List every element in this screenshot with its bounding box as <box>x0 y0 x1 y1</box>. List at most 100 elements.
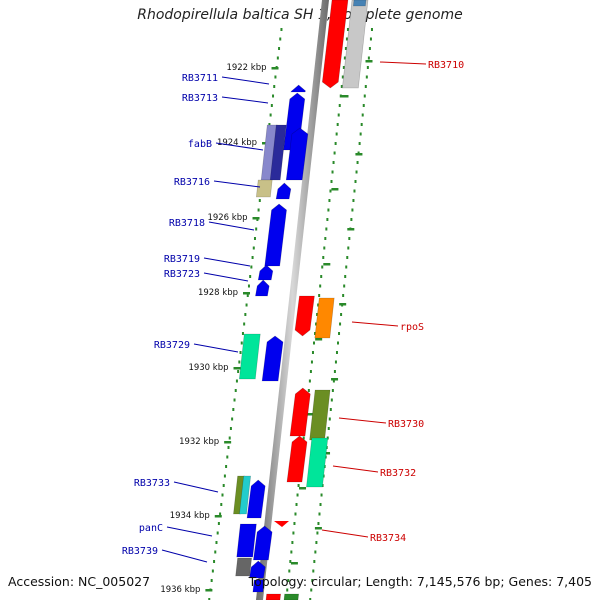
map-title: Rhodopirellula baltica SH 1, complete ge… <box>137 7 463 23</box>
scale-dot-right <box>370 28 373 31</box>
scale-dot-right <box>368 47 371 50</box>
gene-fabb-dark <box>269 124 287 181</box>
scale-dot-inner <box>336 123 339 126</box>
leader-line-left <box>208 221 255 231</box>
scale-dot-inner <box>288 569 291 573</box>
gene-label-right: rpoS <box>400 322 424 333</box>
scale-dot-right <box>339 322 342 326</box>
scale-major-tick-inner <box>299 487 307 490</box>
scale-dot-right <box>331 389 334 392</box>
scale-dot-left <box>233 398 236 402</box>
scale-dot-inner <box>296 493 299 497</box>
scale-dot-left <box>280 28 283 31</box>
gene-label-left: RB3719 <box>164 254 200 265</box>
scale-dot-left <box>215 541 218 544</box>
gene-label-right: RB3710 <box>428 60 464 71</box>
scale-dot-left <box>231 417 234 421</box>
leader-line-right <box>379 61 427 65</box>
scale-dot-inner <box>333 151 336 155</box>
scale-dot-right <box>364 85 367 88</box>
scale-dot-right <box>333 370 336 373</box>
scale-dot-inner <box>344 47 347 50</box>
leader-line-left <box>161 549 208 563</box>
gene-panc <box>236 523 257 558</box>
scale-dot-inner <box>337 113 340 117</box>
leader-line-left <box>166 526 213 537</box>
scale-dot-left <box>229 427 232 430</box>
scale-dot-left <box>253 237 256 240</box>
leader-line-right <box>338 417 387 424</box>
scale-dot-inner <box>332 161 335 164</box>
scale-dot-right <box>363 94 366 98</box>
scale-dot-right <box>346 256 349 259</box>
scale-dot-left <box>247 284 250 288</box>
scale-dot-right <box>353 189 356 193</box>
scale-dot-inner <box>341 75 344 79</box>
scale-dot-right <box>330 398 333 402</box>
scale-dot-left <box>244 313 247 316</box>
scale-dot-inner <box>321 265 324 269</box>
scale-dot-inner <box>289 560 292 563</box>
scale-dot-left <box>246 294 249 297</box>
scale-dot-right <box>320 493 323 497</box>
scale-dot-left <box>251 256 254 259</box>
scale-dot-inner <box>327 208 330 212</box>
leader-line-right <box>351 321 399 327</box>
scale-dot-left <box>221 493 224 497</box>
leader-line-left <box>193 343 239 353</box>
scale-dot-inner <box>322 256 325 259</box>
scale-dot-left <box>241 332 244 335</box>
scale-dot-left <box>269 113 272 117</box>
scale-dot-left <box>250 265 253 269</box>
scale-dot-inner <box>290 550 293 554</box>
gene-label-left: RB3718 <box>169 218 205 229</box>
scale-dot-left <box>255 227 258 231</box>
scale-dot-inner <box>330 180 333 183</box>
gene-rb3711 <box>290 84 307 93</box>
gene-rb3733 <box>246 479 266 519</box>
scale-dot-inner <box>307 389 310 392</box>
scale-dot-right <box>367 56 370 60</box>
scale-label: 1932 kbp <box>179 437 219 447</box>
scale-dot-inner <box>315 322 318 326</box>
gene-rb3739-grey <box>235 557 252 577</box>
gene-rb3709-steel <box>353 0 367 7</box>
scale-dot-left <box>227 446 230 449</box>
scale-dot-inner <box>335 132 338 136</box>
scale-dot-right <box>318 512 321 516</box>
scale-dot-left <box>226 455 229 459</box>
gene-rb3710-grey <box>341 0 369 89</box>
gene-label-left: RB3739 <box>122 546 158 557</box>
scale-dot-left <box>220 503 223 506</box>
scale-major-tick-right <box>323 452 331 455</box>
scale-dot-inner <box>311 351 314 354</box>
scale-major-tick <box>243 292 251 295</box>
scale-dot-left <box>252 246 255 250</box>
scale-dot-left <box>258 199 261 202</box>
scale-dot-left <box>240 341 243 345</box>
scale-dot-right <box>342 294 345 297</box>
scale-dot-right <box>366 66 369 69</box>
gene-rpos-red <box>294 295 315 337</box>
scale-dot-left <box>279 37 282 41</box>
scale-dot-left <box>243 322 246 326</box>
scale-dot-left <box>232 408 235 411</box>
scale-dot-inner <box>338 104 341 107</box>
gene-rb3718 <box>264 203 287 267</box>
leader-line-left <box>213 180 261 188</box>
scale-major-tick-inner <box>315 338 323 341</box>
scale-major-tick-right <box>339 303 347 306</box>
scale-dot-left <box>216 531 219 535</box>
scale-dot-left <box>237 370 240 373</box>
gene-rb3740 <box>252 579 265 593</box>
scale-major-tick <box>214 515 222 518</box>
leader-line-left <box>221 76 270 85</box>
scale-dot-right <box>334 360 337 364</box>
scale-dot-inner <box>313 341 316 345</box>
gene-rpos <box>314 297 335 339</box>
scale-dot-inner <box>343 56 346 60</box>
scale-major-tick <box>252 217 260 220</box>
scale-dot-left <box>210 579 213 582</box>
gene-label-right: RB3734 <box>370 533 406 544</box>
scale-dot-right <box>313 560 316 563</box>
